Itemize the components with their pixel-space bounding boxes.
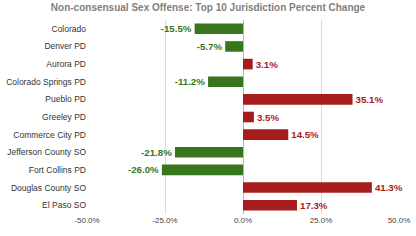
- svg-text:Fort Collins PD: Fort Collins PD: [29, 165, 86, 175]
- svg-text:Commerce City PD: Commerce City PD: [13, 130, 86, 140]
- svg-text:Douglas County SO: Douglas County SO: [11, 183, 87, 193]
- svg-text:Pueblo PD: Pueblo PD: [45, 94, 86, 104]
- svg-text:Jefferson County SO: Jefferson County SO: [7, 147, 86, 157]
- svg-text:-50.0%: -50.0%: [74, 216, 99, 225]
- svg-text:Colorado: Colorado: [52, 24, 87, 34]
- svg-text:-15.5%: -15.5%: [161, 23, 192, 34]
- svg-text:14.5%: 14.5%: [291, 129, 319, 140]
- svg-text:3.1%: 3.1%: [256, 59, 278, 70]
- svg-text:-25.0%: -25.0%: [152, 216, 177, 225]
- svg-text:3.5%: 3.5%: [257, 112, 279, 123]
- svg-text:41.3%: 41.3%: [375, 182, 403, 193]
- svg-text:-11.2%: -11.2%: [175, 76, 206, 87]
- svg-text:Colorado Springs PD: Colorado Springs PD: [6, 77, 86, 87]
- svg-text:0.0%: 0.0%: [234, 216, 252, 225]
- svg-text:17.3%: 17.3%: [300, 200, 328, 211]
- svg-text:Non-consensual Sex Offense: To: Non-consensual Sex Offense: Top 10 Juris…: [51, 2, 366, 13]
- svg-text:-21.8%: -21.8%: [141, 147, 172, 158]
- svg-text:50.0%: 50.0%: [388, 216, 411, 225]
- svg-text:Greeley PD: Greeley PD: [42, 112, 86, 122]
- svg-text:-5.7%: -5.7%: [197, 41, 223, 52]
- svg-text:25.0%: 25.0%: [310, 216, 333, 225]
- svg-text:Denver PD: Denver PD: [44, 41, 86, 51]
- svg-text:Aurora PD: Aurora PD: [46, 59, 86, 69]
- svg-text:35.1%: 35.1%: [356, 94, 384, 105]
- svg-text:El Paso SO: El Paso SO: [42, 200, 86, 210]
- svg-text:-26.0%: -26.0%: [128, 164, 159, 175]
